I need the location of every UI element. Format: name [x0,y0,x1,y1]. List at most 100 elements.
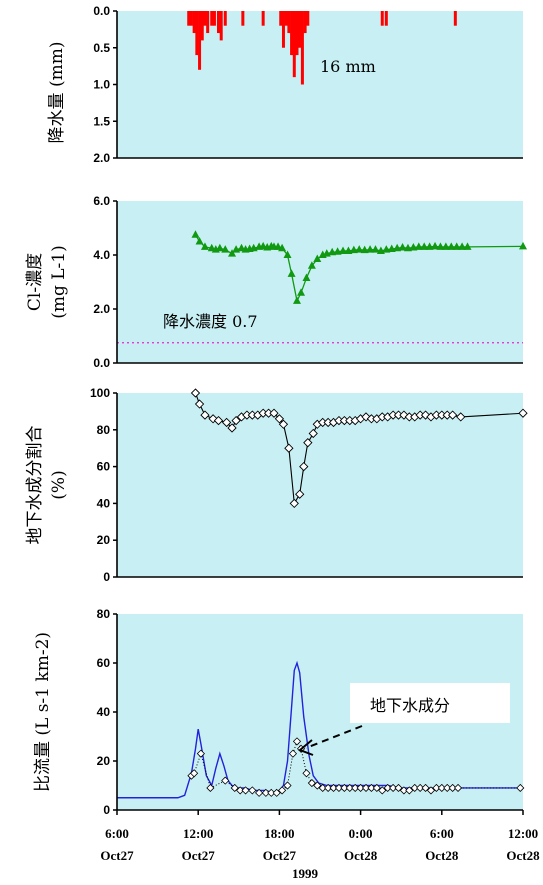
groundwater-component-point [329,783,338,793]
x-tick-time-label: 0:00 [349,826,373,841]
gw-fraction-point [221,417,232,428]
rain-bar [219,11,223,41]
groundwater-component-annotation: 地下水成分 [370,696,450,715]
cl-point [339,246,348,254]
groundwater-component-point [394,783,403,793]
y-axis-label-line1: Cl-濃度 [25,253,45,311]
x-tick-time-label: 6:00 [105,826,129,841]
rain-bar [292,11,296,78]
groundwater-component-point [399,786,408,795]
groundwater-component-point [307,778,316,788]
y-tick-label: 6.0 [93,194,110,208]
rain-bar [223,11,227,26]
groundwater-component-point [324,783,333,793]
cl-point [414,242,423,250]
y-tick-label: 2.0 [93,151,110,165]
gw-fraction-point [269,408,279,418]
x-tick-date-label: Oct27 [263,848,297,863]
groundwater-component-point [372,783,381,793]
x-axis-label: 1999 [292,866,319,881]
cl-point [283,250,292,258]
rain-bar [453,11,457,26]
cl-point [366,245,375,253]
panel-cl: 0.0 2.0 4.0 6.0 Cl-濃度 (mg L-1) 降水濃度 0.7 [25,194,527,370]
rain-bar [212,11,216,26]
annotation-arrow-shaft [305,725,363,749]
x-tick-time-label: 12:00 [508,826,538,841]
groundwater-component-point [356,783,365,793]
cl-point [302,273,311,281]
rain-bar [195,11,199,56]
rain-bar [303,11,307,34]
cl-point [221,245,230,253]
y-tick-label: 1.5 [93,114,110,128]
y-tick-label: 20 [97,754,111,768]
x-tick-time-label: 6:00 [430,826,454,841]
rain-bar [200,11,204,41]
x-tick-date-label: Oct27 [100,848,134,863]
cl-point [519,241,527,250]
cl-point [452,242,461,250]
gw-fraction-point [213,415,224,426]
gw-fraction-point [518,408,528,418]
y-tick-label: 60 [97,460,111,474]
cl-point [307,261,316,269]
rain-bar [279,11,283,26]
cl-point [420,242,429,250]
cl-point [328,247,337,256]
groundwater-component-point [421,783,430,793]
cl-point [228,249,237,257]
panel-rain: 0.0 0.5 1.0 1.5 2.0 降水量 (mm) 16 mm [47,4,523,165]
groundwater-component-point [288,749,297,758]
rain-bar [206,11,210,34]
rain-bar [241,11,245,26]
rain-bar [300,11,304,85]
y-tick-label: 80 [97,607,111,621]
plot-area [117,201,523,363]
cl-point [447,242,456,250]
groundwater-component-point [196,749,205,758]
y-tick-label: 0 [103,803,110,817]
y-tick-label: 1.0 [93,78,110,92]
groundwater-component-point [516,783,525,793]
groundwater-component-point [443,783,452,793]
groundwater-component-point [230,783,239,793]
cl-point [360,245,369,254]
cl-point [371,245,380,253]
y-axis-label: 比流量 (L s-1 km-2) [33,632,53,792]
cl-point [200,242,209,250]
rain-bar [281,11,285,48]
groundwater-component-point [416,783,425,793]
rain-bar [210,11,214,26]
x-tick-date-label: Oct28 [344,848,378,863]
rain-bar [298,11,302,48]
groundwater-component-point [437,783,446,793]
y-axis-label-line2: (%) [49,470,69,499]
cl-point [297,288,306,296]
annotation-arrow-head [298,739,314,756]
x-tick-date-label: Oct28 [506,848,540,863]
groundwater-component-point [313,781,322,790]
gw-fraction-point [227,423,237,433]
gw-fraction-point [295,489,305,499]
cl-point [382,245,391,253]
cl-point [313,254,322,263]
groundwater-component-point [361,783,371,793]
y-tick-label: 20 [97,533,111,547]
groundwater-component-point [453,783,463,793]
rain-bar [198,11,202,70]
groundwater-component-point [351,783,360,793]
rain-bar [203,11,207,26]
y-tick-label: 4.0 [93,248,110,262]
cl-point [458,242,467,250]
cl-point [463,242,472,250]
panel-flow: 0 20 40 60 80 比流量 (L s-1 km-2) 地下水成分 6:00 Oct27 1… [33,607,540,881]
groundwater-component-point [367,783,376,793]
cl-point [398,242,407,251]
groundwater-component-point [272,788,281,797]
groundwater-component-point [410,783,419,793]
rain-bar [384,11,388,26]
rain-bar [295,11,299,56]
rain-bar [306,11,310,26]
gw-fraction-point [278,419,289,429]
